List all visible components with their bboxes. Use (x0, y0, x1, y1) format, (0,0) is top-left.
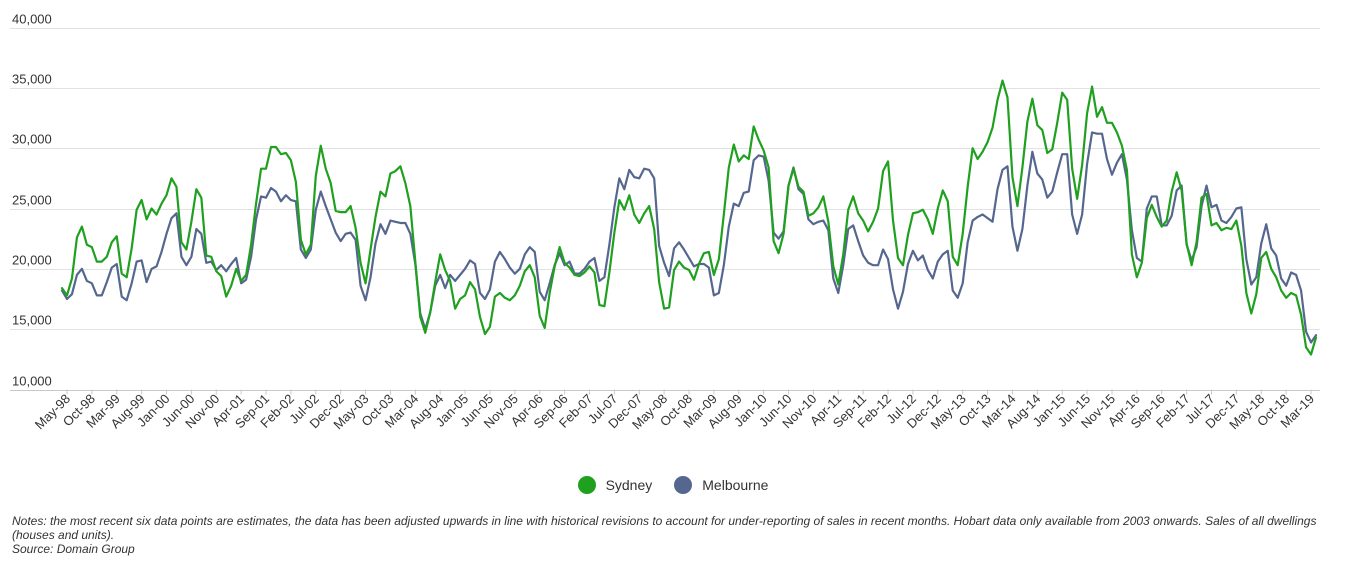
y-tick-label: 20,000 (12, 253, 52, 268)
legend-label-melbourne: Melbourne (702, 477, 769, 493)
chart-notes: Notes: the most recent six data points a… (12, 514, 1337, 556)
y-axis: 10,000 15,000 20,000 25,000 30,000 35,000 40,0… (12, 12, 52, 389)
source-text: Source: Domain Group (12, 542, 135, 556)
legend-marker-sydney (577, 476, 596, 494)
line-chart: 10,000 15,000 20,000 25,000 30,000 35,000 40,0… (10, 12, 1320, 432)
series-lines (60, 79, 1318, 356)
series-line-melbourne (60, 131, 1318, 344)
legend-item-melbourne[interactable]: Melbourne (674, 476, 768, 494)
y-tick-label: 10,000 (12, 374, 52, 389)
legend-label-sydney: Sydney (605, 477, 653, 493)
y-tick-label: 40,000 (12, 12, 52, 27)
y-tick-label: 15,000 (12, 313, 52, 328)
gridlines (10, 28, 1320, 391)
legend: Sydney Melbourne (0, 476, 1346, 494)
y-tick-label: 30,000 (12, 132, 52, 147)
legend-item-sydney[interactable]: Sydney (577, 476, 653, 494)
x-axis: May-98Oct-98Mar-99Aug-99Jan-00Jun-00Nov-… (32, 389, 1317, 432)
y-tick-label: 35,000 (12, 72, 52, 87)
notes-text: Notes: the most recent six data points a… (12, 514, 1317, 542)
series-line-sydney (60, 79, 1318, 356)
y-tick-label: 25,000 (12, 193, 52, 208)
legend-marker-melbourne (674, 476, 693, 494)
